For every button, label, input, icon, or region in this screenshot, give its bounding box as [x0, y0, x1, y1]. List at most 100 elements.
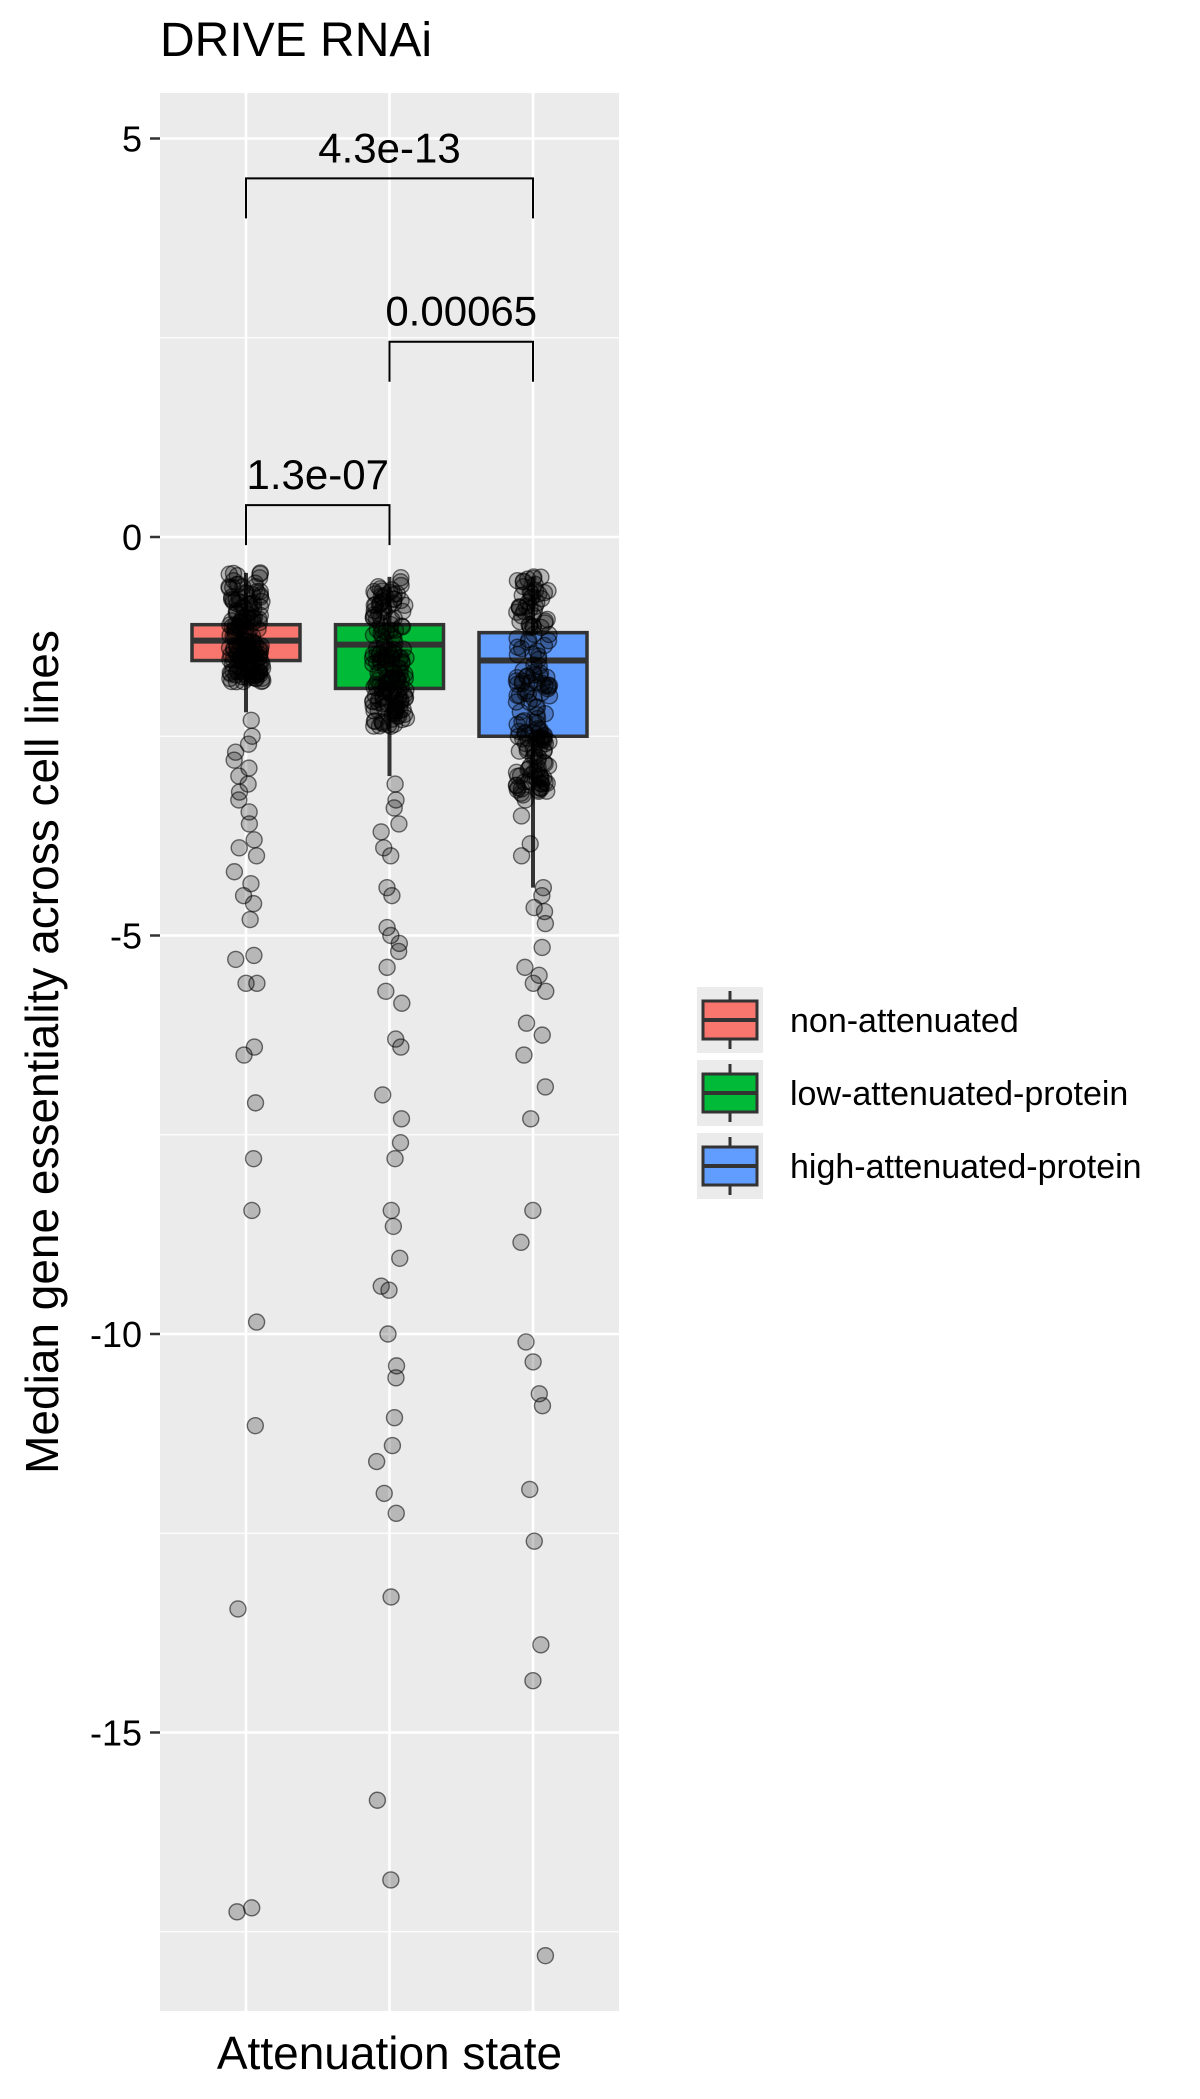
data-point — [515, 1046, 533, 1064]
gridlines — [160, 93, 619, 2011]
y-tick-label: 0 — [122, 517, 142, 558]
data-point — [386, 704, 404, 723]
data-point — [246, 577, 264, 596]
data-point — [363, 649, 382, 667]
data-point — [525, 568, 543, 586]
data-point — [372, 1277, 390, 1295]
data-point — [522, 1110, 540, 1128]
y-axis-label: Median gene essentiality across cell lin… — [16, 630, 68, 1474]
data-point — [240, 803, 258, 821]
data-point — [532, 775, 551, 793]
data-point — [240, 656, 258, 674]
data-point — [397, 649, 415, 667]
data-point — [539, 676, 557, 694]
data-point — [512, 780, 531, 798]
data-point — [521, 1480, 539, 1499]
data-point — [533, 938, 551, 957]
data-point — [386, 1149, 404, 1168]
comparison-pvalue-label: 1.3e-07 — [247, 451, 389, 498]
comparison-pvalue-label: 4.3e-13 — [318, 124, 460, 171]
data-point — [519, 633, 538, 651]
comparison-bracket — [245, 504, 391, 546]
legend-label: high-attenuated-protein — [790, 1148, 1142, 1186]
data-point — [392, 1110, 411, 1128]
data-point — [374, 1086, 392, 1104]
data-point — [379, 1325, 397, 1343]
data-point — [381, 583, 399, 602]
legend-item-3: high-attenuated-protein — [697, 1133, 1142, 1199]
data-point — [230, 791, 248, 809]
data-point — [230, 839, 248, 857]
data-point — [364, 697, 382, 715]
data-point — [517, 1014, 536, 1032]
data-point — [537, 982, 555, 1000]
data-point — [535, 636, 554, 655]
y-tick-label: -15 — [90, 1713, 142, 1754]
data-points — [220, 564, 559, 1965]
data-point — [524, 1353, 542, 1371]
data-point — [382, 717, 400, 735]
data-point — [532, 1636, 550, 1654]
data-point — [224, 564, 243, 583]
data-point — [525, 1532, 543, 1550]
data-point — [371, 595, 389, 613]
data-point — [380, 1281, 398, 1299]
data-point — [375, 1484, 393, 1503]
comparison-bracket — [388, 340, 534, 382]
data-point — [512, 847, 531, 865]
data-point — [392, 678, 410, 696]
data-point — [514, 661, 532, 680]
data-point — [529, 759, 547, 777]
data-point — [525, 656, 543, 674]
data-point — [509, 727, 527, 746]
data-point — [533, 1026, 551, 1044]
data-point — [391, 1134, 410, 1152]
data-point — [525, 713, 543, 732]
data-point — [532, 568, 550, 586]
data-point — [512, 1233, 530, 1252]
data-point — [508, 645, 527, 664]
data-point — [393, 994, 411, 1012]
data-point — [244, 894, 263, 913]
data-point — [364, 655, 382, 673]
data-point — [246, 1416, 265, 1435]
data-point — [536, 1946, 555, 1965]
data-point — [382, 847, 400, 865]
data-point — [245, 946, 263, 965]
data-point — [382, 1588, 400, 1606]
data-point — [517, 1333, 535, 1351]
data-point — [239, 735, 258, 753]
data-point — [378, 958, 396, 977]
data-point — [244, 609, 263, 627]
data-point — [243, 1201, 261, 1220]
data-point — [372, 823, 390, 841]
data-point — [384, 1217, 403, 1236]
data-point — [510, 686, 529, 705]
data-point — [525, 898, 543, 917]
data-point — [367, 675, 385, 694]
legend-item-2: low-attenuated-protein — [697, 1060, 1128, 1126]
data-point — [246, 1094, 265, 1112]
data-point — [368, 1791, 387, 1809]
data-point — [391, 1249, 409, 1267]
data-point — [385, 1408, 404, 1427]
data-point — [525, 602, 543, 621]
data-point — [386, 634, 404, 652]
data-point — [241, 910, 259, 929]
data-point — [238, 669, 257, 687]
data-point — [524, 1201, 542, 1220]
data-point — [382, 1201, 400, 1220]
y-tick-label: 5 — [122, 119, 142, 160]
data-point — [521, 835, 539, 853]
data-point — [377, 982, 395, 1000]
data-point — [225, 863, 244, 881]
data-point — [387, 1369, 405, 1387]
data-point — [390, 815, 408, 833]
data-point — [388, 670, 406, 688]
data-point — [246, 635, 265, 653]
data-point — [524, 974, 543, 993]
data-point — [392, 1038, 410, 1056]
data-point — [536, 1078, 555, 1096]
data-point — [378, 918, 396, 937]
y-axis: 5 0 -5 -10 -15 — [90, 119, 160, 1754]
